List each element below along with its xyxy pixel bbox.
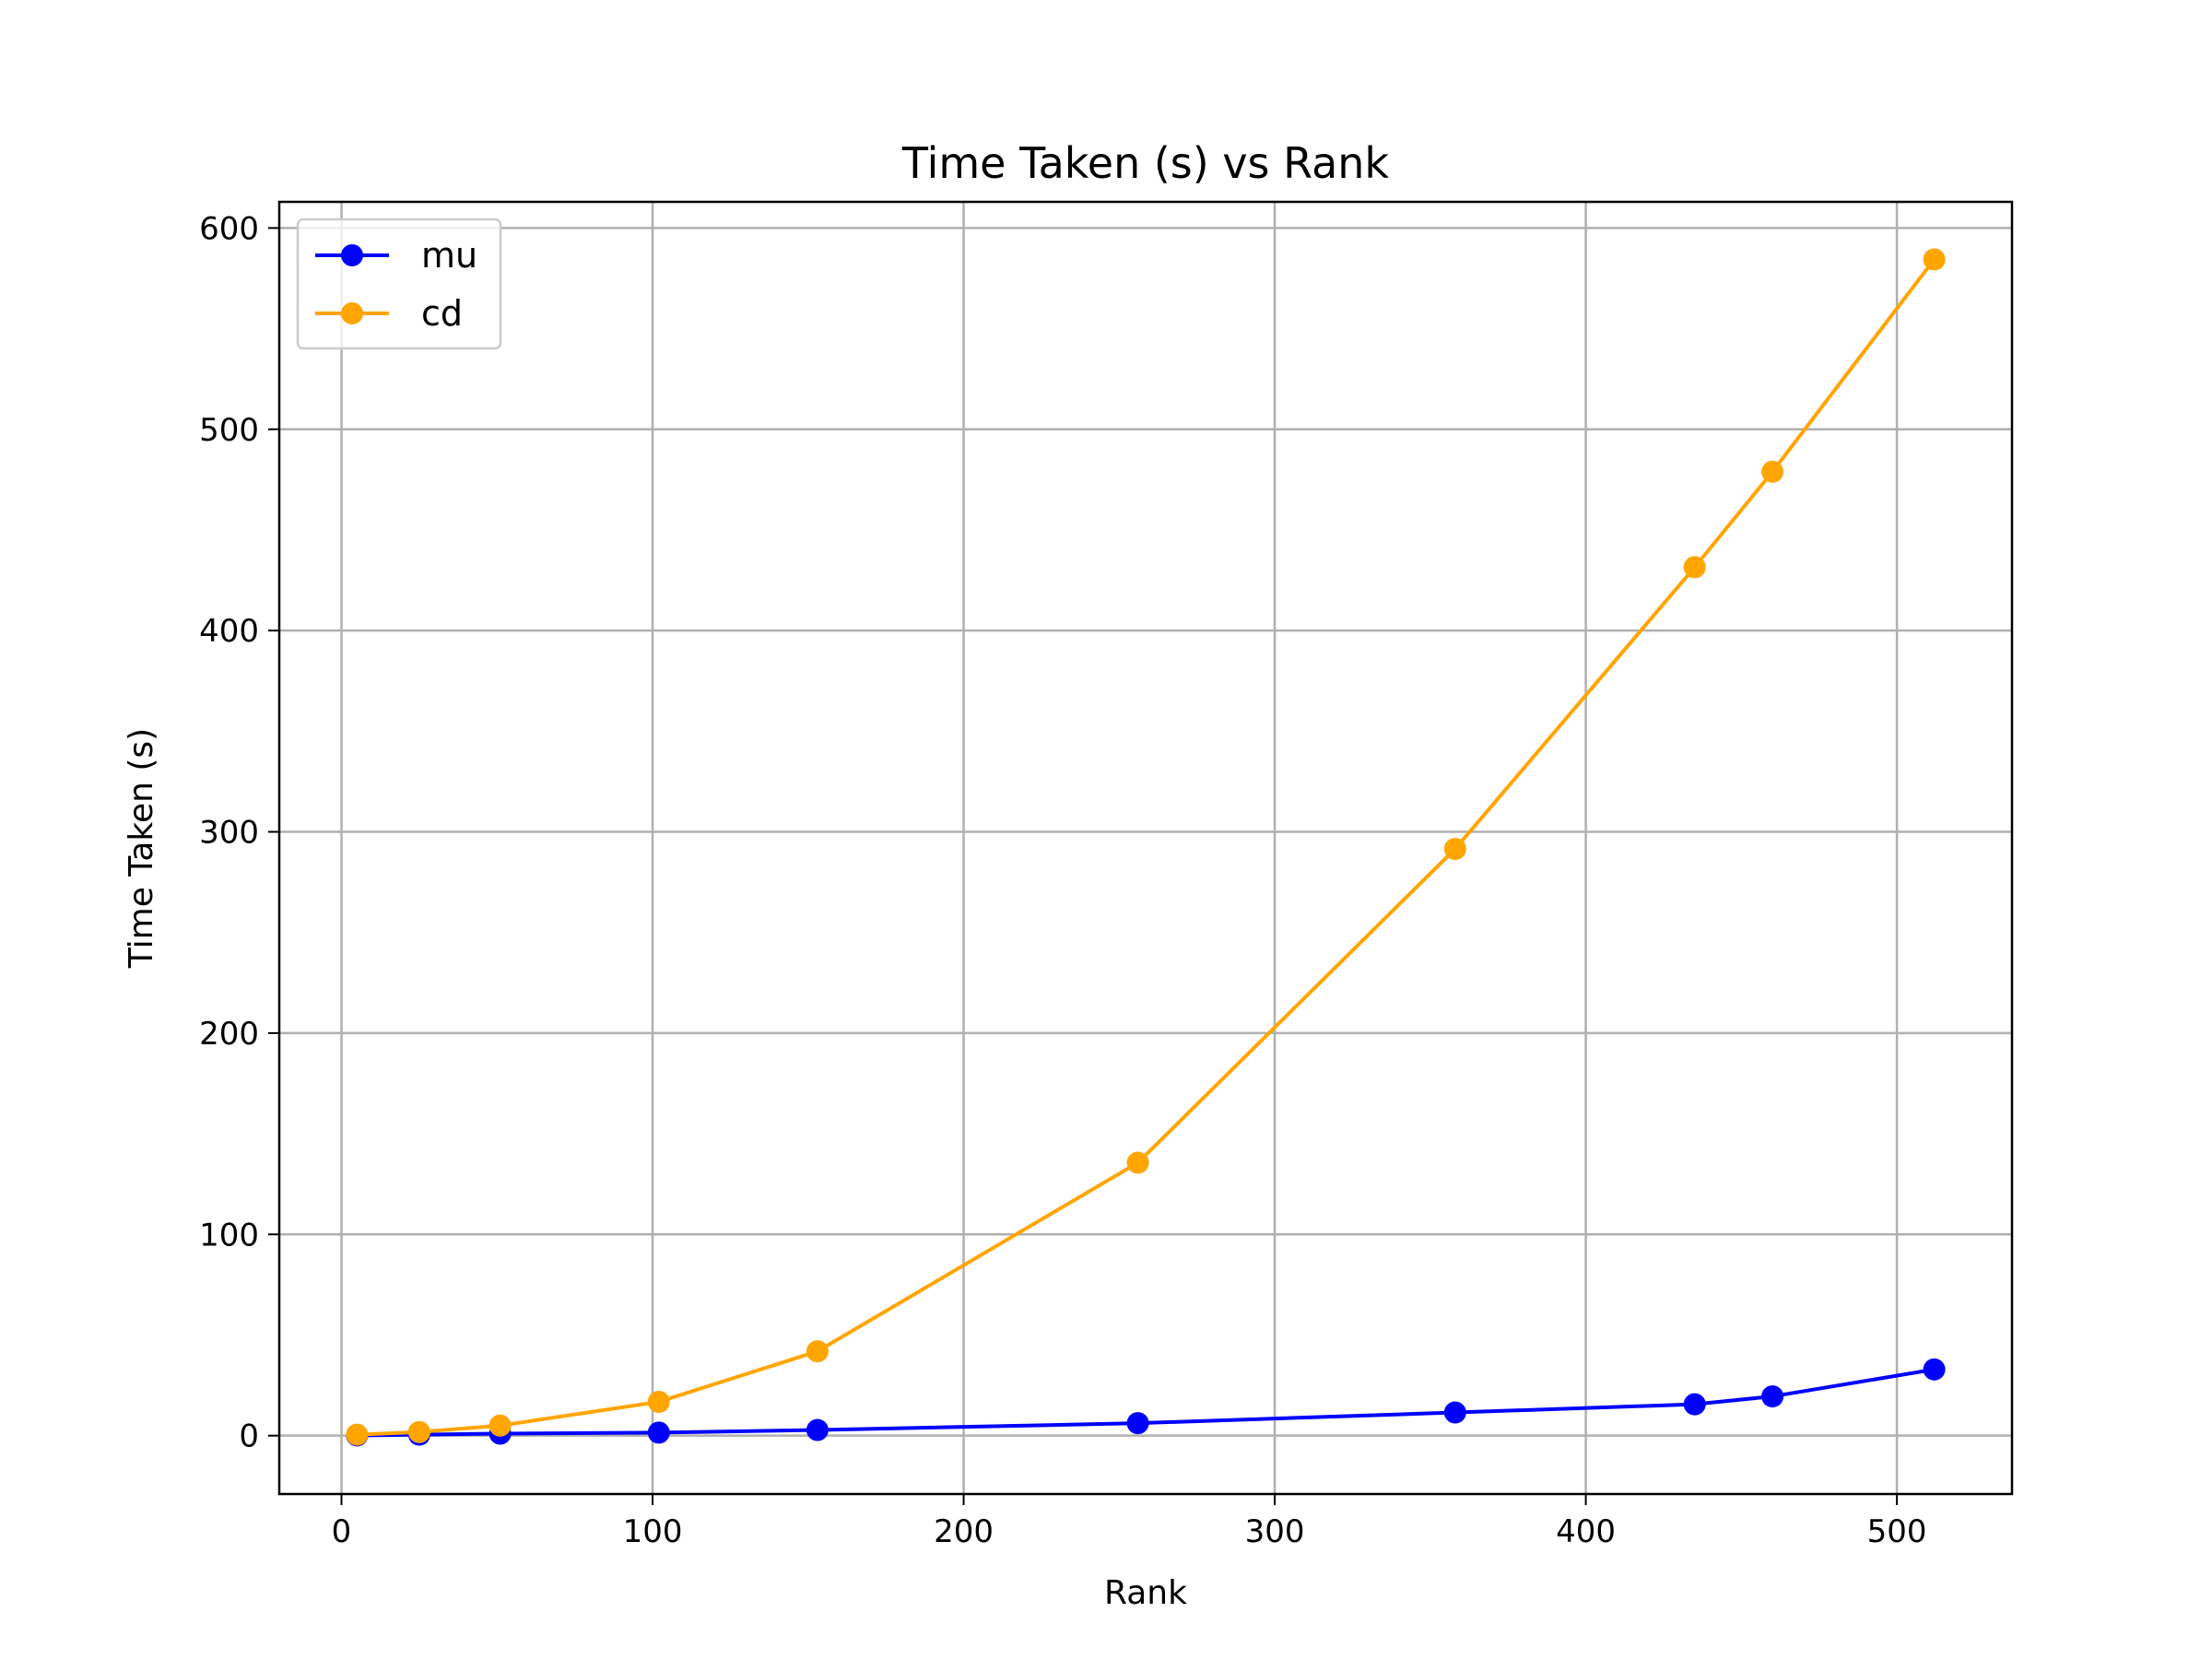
x-tick-label: 100: [623, 1513, 683, 1550]
data-point-mu: [1443, 1401, 1466, 1424]
chart-title: Time Taken (s) vs Rank: [901, 138, 1390, 188]
grid-layer: [279, 202, 2012, 1494]
legend-marker-cd: [341, 302, 363, 324]
y-tick-label: 400: [199, 613, 259, 650]
x-tick-label: 200: [934, 1513, 994, 1550]
data-point-mu: [1126, 1412, 1149, 1435]
data-point-cd: [488, 1414, 512, 1437]
y-tick-label: 200: [199, 1016, 259, 1053]
legend-entry-mu: mu: [315, 235, 477, 276]
ticks-layer: 0 100 200 300 400 500 0 100 200 300 400 500 600: [199, 210, 1926, 1550]
data-point-cd: [1126, 1151, 1149, 1174]
data-point-cd: [1683, 556, 1706, 579]
data-point-mu: [1683, 1393, 1706, 1416]
x-axis-label: Rank: [1104, 1574, 1187, 1612]
data-point-mu: [1761, 1385, 1784, 1408]
y-tick-label: 0: [239, 1418, 259, 1455]
data-point-cd: [1761, 460, 1784, 483]
x-tick-label: 400: [1556, 1513, 1616, 1550]
y-tick-label: 500: [199, 412, 259, 449]
data-point-cd: [806, 1340, 829, 1363]
series-line-cd: [357, 258, 1936, 1437]
data-point-cd: [346, 1423, 369, 1446]
data-point-mu: [647, 1421, 670, 1444]
legend-label-cd: cd: [421, 293, 463, 334]
x-tick-label: 500: [1867, 1513, 1927, 1550]
legend: mu cd: [296, 218, 502, 350]
series-layer: [346, 248, 1946, 1447]
y-tick-label: 600: [199, 210, 259, 247]
legend-entry-cd: cd: [315, 293, 463, 334]
data-point-cd: [407, 1420, 430, 1443]
y-axis-label: Time Taken (s): [123, 728, 160, 969]
y-tick-label: 300: [199, 815, 259, 852]
series-line-mu: [357, 1367, 1935, 1438]
legend-marker-mu: [341, 244, 363, 266]
legend-label-mu: mu: [421, 235, 477, 276]
data-point-mu: [1923, 1358, 1946, 1381]
data-point-cd: [647, 1390, 670, 1413]
data-point-mu: [806, 1418, 829, 1441]
plot-frame: [277, 200, 2014, 1496]
data-point-cd: [1923, 248, 1946, 271]
x-tick-label: 0: [332, 1513, 352, 1550]
x-tick-label: 300: [1245, 1513, 1305, 1550]
data-point-cd: [1443, 838, 1466, 861]
y-tick-label: 100: [199, 1217, 259, 1253]
